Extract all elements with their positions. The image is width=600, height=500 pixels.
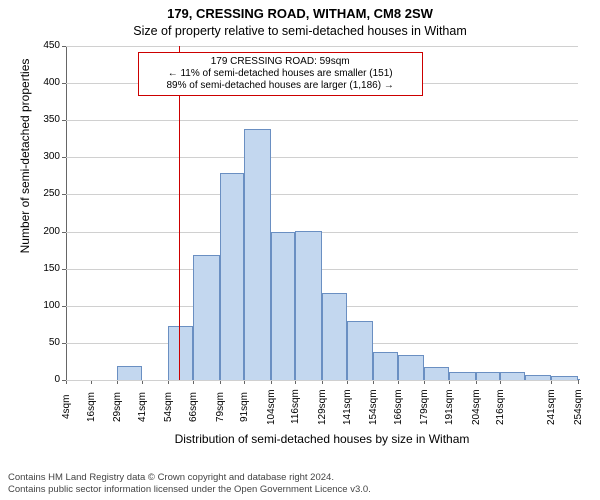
y-tick-label: 200 <box>20 226 60 237</box>
x-tick-label: 191sqm <box>444 386 455 428</box>
annotation-line-1: 179 CRESSING ROAD: 59sqm <box>145 56 416 68</box>
y-axis-line <box>66 46 67 380</box>
histogram-bar <box>220 173 245 380</box>
x-tick-label: 41sqm <box>137 386 148 428</box>
y-tick-label: 100 <box>20 300 60 311</box>
x-tick-label: 4sqm <box>61 386 72 428</box>
plot-area <box>66 46 578 380</box>
x-tick-label: 116sqm <box>290 386 301 428</box>
footer-line-1: Contains HM Land Registry data © Crown c… <box>8 472 371 484</box>
gridline <box>66 232 578 233</box>
chart-footer: Contains HM Land Registry data © Crown c… <box>8 472 371 496</box>
gridline <box>66 269 578 270</box>
footer-line-2: Contains public sector information licen… <box>8 484 371 496</box>
histogram-bar <box>449 372 476 380</box>
y-tick-label: 0 <box>20 374 60 385</box>
gridline <box>66 194 578 195</box>
gridline <box>66 157 578 158</box>
gridline <box>66 46 578 47</box>
annotation-line-3: 89% of semi-detached houses are larger (… <box>145 80 416 92</box>
y-tick-label: 300 <box>20 151 60 162</box>
x-tick-label: 241sqm <box>546 386 557 428</box>
gridline <box>66 120 578 121</box>
x-tick-label: 54sqm <box>163 386 174 428</box>
y-tick-label: 50 <box>20 337 60 348</box>
chart-title-2: Size of property relative to semi-detach… <box>0 24 600 38</box>
annotation-box: 179 CRESSING ROAD: 59sqm ← 11% of semi-d… <box>138 52 423 96</box>
annotation-line-2: ← 11% of semi-detached houses are smalle… <box>145 68 416 80</box>
histogram-bar <box>578 379 580 380</box>
histogram-bar <box>295 231 322 380</box>
x-tick-label: 16sqm <box>86 386 97 428</box>
x-tick-label: 179sqm <box>419 386 430 428</box>
x-tick-label: 66sqm <box>188 386 199 428</box>
histogram-bar <box>244 129 271 380</box>
y-tick-label: 450 <box>20 40 60 51</box>
histogram-bar <box>373 352 398 380</box>
x-tick-label: 204sqm <box>471 386 482 428</box>
y-tick-label: 350 <box>20 114 60 125</box>
histogram-bar <box>525 375 552 380</box>
y-tick-label: 150 <box>20 263 60 274</box>
x-tick-label: 216sqm <box>495 386 506 428</box>
reference-vline <box>179 46 180 380</box>
x-tick-label: 154sqm <box>368 386 379 428</box>
histogram-bar <box>398 355 425 380</box>
histogram-bar <box>476 372 501 380</box>
histogram-bar <box>193 255 220 380</box>
x-tick-label: 141sqm <box>342 386 353 428</box>
x-tick-label: 129sqm <box>317 386 328 428</box>
x-tick-label: 166sqm <box>393 386 404 428</box>
x-tick-label: 254sqm <box>573 386 584 428</box>
gridline <box>66 380 578 381</box>
histogram-bar <box>168 326 193 380</box>
x-tick-label: 79sqm <box>215 386 226 428</box>
histogram-bar <box>424 367 449 380</box>
y-tick-label: 400 <box>20 77 60 88</box>
histogram-bar <box>500 372 525 380</box>
y-tick-label: 250 <box>20 188 60 199</box>
histogram-bar <box>117 366 142 380</box>
x-tick-mark <box>578 380 579 384</box>
chart-title-1: 179, CRESSING ROAD, WITHAM, CM8 2SW <box>0 6 600 21</box>
x-tick-label: 104sqm <box>266 386 277 428</box>
x-axis-title: Distribution of semi-detached houses by … <box>66 432 578 446</box>
histogram-bar <box>347 321 374 380</box>
x-tick-label: 29sqm <box>112 386 123 428</box>
x-tick-label: 91sqm <box>239 386 250 428</box>
histogram-bar <box>551 376 578 380</box>
histogram-bar <box>322 293 347 380</box>
histogram-bar <box>271 232 296 380</box>
